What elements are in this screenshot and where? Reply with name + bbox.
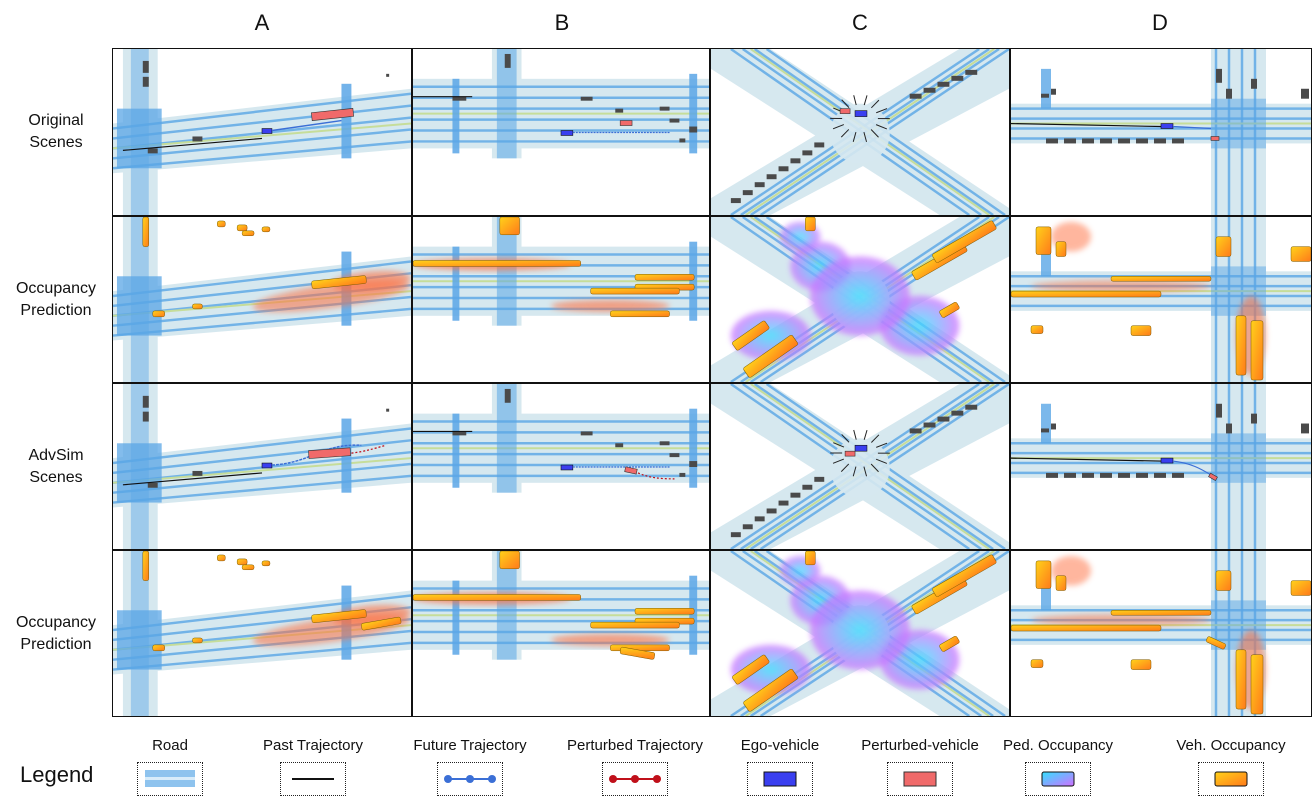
legend-item-road: Road [90,736,250,796]
veh-occupancy-icon [1198,762,1264,796]
legend-label: Road [152,737,188,754]
legend-label: Perturbed Trajectory [567,737,703,754]
row-header-line: Scenes [29,468,83,486]
scene-map [711,551,1009,716]
scene-panel-b-4 [412,550,710,717]
column-header-c: C [852,10,868,35]
scene-panel-c-1 [710,48,1010,216]
ped-occupancy-icon [1025,762,1091,796]
row-header-occupancy-prediction: Occupancy Prediction [0,216,112,383]
scene-map [711,49,1009,215]
scene-map [113,217,411,382]
scene-panel-a-3 [112,383,412,550]
scene-map [711,217,1009,382]
legend-label: Past Trajectory [262,737,364,754]
row-header-line: Occupancy [15,613,97,631]
legend-item-veh-occupancy: Veh. Occupancy [1151,736,1311,796]
scene-panel-d-1 [1010,48,1312,216]
legend-item-perturbed-vehicle: Perturbed-vehicle [840,736,1000,796]
scene-panel-d-4 [1010,550,1312,717]
legend-label: Future Trajectory [413,737,527,754]
scene-map [413,49,709,215]
row-header-line: Prediction [20,635,92,653]
future-trajectory-icon [437,762,503,796]
row-header-line: Prediction [20,301,92,319]
scene-map [413,551,709,716]
legend-label: Veh. Occupancy [1176,737,1286,754]
scene-panel-a-4 [112,550,412,717]
perturbed-vehicle-icon [887,762,953,796]
scene-panel-d-3 [1010,383,1312,550]
legend-label: Ego-vehicle [740,737,820,754]
row-header-line: AdvSim [28,446,84,464]
scene-panel-d-2 [1010,216,1312,383]
scene-panel-b-3 [412,383,710,550]
legend-item-ego-vehicle: Ego-vehicle [700,736,860,796]
legend-label: Perturbed-vehicle [861,737,979,754]
road-icon [137,762,203,796]
row-header-original-scenes: Original Scenes [0,48,112,216]
scene-map [1011,384,1311,549]
scene-map [1011,217,1311,382]
scene-panel-b-1 [412,48,710,216]
scene-panel-b-2 [412,216,710,383]
scene-map [1011,49,1311,215]
scene-panel-c-2 [710,216,1010,383]
row-header-advsim-scenes: AdvSim Scenes [0,383,112,550]
row-header-line: Original [28,112,84,129]
legend-item-ped-occupancy: Ped. Occupancy [978,736,1138,796]
legend-title: Legend [20,762,94,787]
legend-item-past-trajectory: Past Trajectory [233,736,393,796]
column-header-b: B [554,10,570,35]
scene-map [113,551,411,716]
ego-vehicle-icon [747,762,813,796]
row-header-adv-occupancy-prediction: Occupancy Prediction [0,550,112,717]
row-header-line: Scenes [29,134,83,151]
legend-label: Ped. Occupancy [1002,737,1114,754]
legend-item-future-trajectory: Future Trajectory [390,736,550,796]
scene-map [413,217,709,382]
column-header-d: D [1152,10,1168,35]
row-header-line: Occupancy [15,279,97,297]
scene-panel-a-2 [112,216,412,383]
past-trajectory-icon [280,762,346,796]
perturbed-trajectory-icon [602,762,668,796]
scene-map [1011,551,1311,716]
scene-panel-c-4 [710,550,1010,717]
legend-item-perturbed-trajectory: Perturbed Trajectory [555,736,715,796]
scene-map [413,384,709,549]
scene-panel-c-3 [710,383,1010,550]
scene-map [113,384,411,549]
scene-map [113,49,411,215]
scene-panel-a-1 [112,48,412,216]
scene-map [711,384,1009,549]
column-header-a: A [254,10,270,35]
